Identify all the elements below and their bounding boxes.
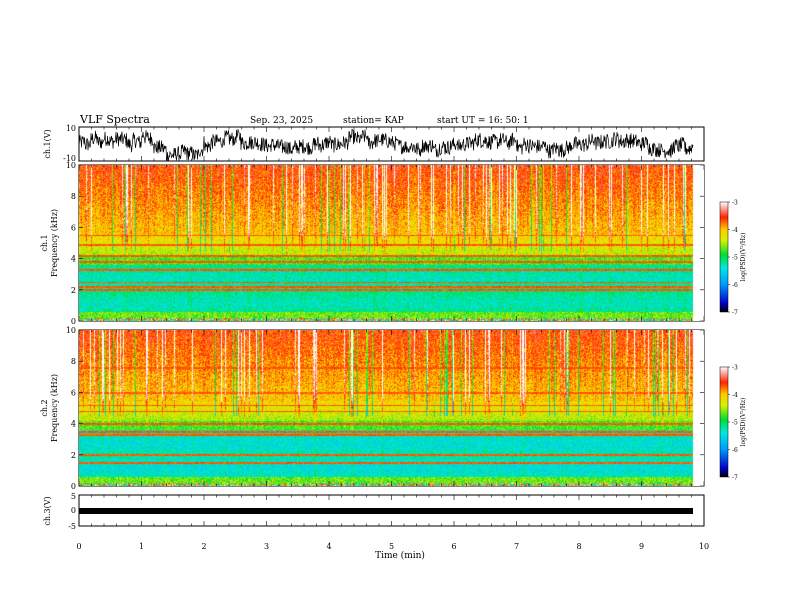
colorbar-tick-label: -5 xyxy=(732,420,738,427)
frequency-tick-label: 6 xyxy=(71,388,76,397)
x-tick-label: 10 xyxy=(699,542,709,551)
colorbar-tick-label: -3 xyxy=(732,365,738,372)
x-tick-label: 4 xyxy=(326,542,331,551)
ch2-colorbar xyxy=(719,366,729,478)
ch1-ytick-top: 10 xyxy=(66,124,76,133)
start-time-label: start UT = 16: 50: 1 xyxy=(437,116,529,126)
ch3-ytick-top: 5 xyxy=(71,492,76,501)
axis-tick-marks xyxy=(78,127,705,526)
frequency-tick-label: 10 xyxy=(66,326,76,335)
figure-title: VLF Spectra xyxy=(79,113,150,126)
ch1-colorbar xyxy=(719,201,729,313)
ch1-waveform-trace xyxy=(78,128,694,162)
ch2-spectrogram-image xyxy=(79,330,704,486)
x-tick-label: 2 xyxy=(201,542,206,551)
ch1-spectrogram-ylabel-channel: ch.1 xyxy=(40,234,49,251)
ch1-colorbar-label: log(PSD)(V²/Hz) xyxy=(740,233,747,282)
colorbar-tick-label: -3 xyxy=(732,200,738,207)
frequency-tick-label: 4 xyxy=(71,420,76,429)
ch3-ylabel: ch.3(V) xyxy=(43,496,52,525)
colorbar-tick-label: -4 xyxy=(732,392,738,399)
x-tick-label: 0 xyxy=(76,542,81,551)
ch2-spectrogram-yticks: 0 2 4 6 8 10 xyxy=(66,326,704,491)
colorbar-tick-label: -6 xyxy=(732,447,738,454)
date-label: Sep. 23, 2025 xyxy=(250,116,313,126)
ch1-spectrogram-image xyxy=(79,165,704,321)
frequency-tick-label: 2 xyxy=(71,451,76,460)
colorbar-tick-label: -4 xyxy=(732,227,738,234)
x-tick-label: 5 xyxy=(389,542,394,551)
ch1-ylabel: ch.1(V) xyxy=(43,129,52,158)
ch3-ytick-bottom: -5 xyxy=(68,522,76,531)
x-axis-label: Time (min) xyxy=(375,550,425,561)
station-label: station= KAP xyxy=(343,116,404,126)
frequency-tick-label: 8 xyxy=(71,357,76,366)
ch1-colorbar-ticks: -3 -4 -5 -6 -7 xyxy=(728,200,738,317)
frequency-tick-label: 10 xyxy=(66,161,76,170)
ch3-ytick-middle: 0 xyxy=(71,506,76,515)
ch1-ytick-bottom: -10 xyxy=(63,154,76,163)
x-tick-label: 7 xyxy=(514,542,519,551)
x-tick-label: 9 xyxy=(639,542,644,551)
frequency-tick-label: 4 xyxy=(71,255,76,264)
frequency-tick-label: 0 xyxy=(71,317,76,326)
colorbar-tick-label: -7 xyxy=(732,310,738,317)
ch1-spectrogram-ylabel-frequency: Frequency (kHz) xyxy=(50,209,59,277)
ch3-waveform-trace xyxy=(79,508,693,514)
ch2-spectrogram-ylabel-frequency: Frequency (kHz) xyxy=(50,374,59,442)
x-tick-label: 8 xyxy=(576,542,581,551)
ch1-spectrogram-yticks: 0 2 4 6 8 10 xyxy=(66,161,704,326)
ch2-colorbar-label: log(PSD)(V²/Hz) xyxy=(740,398,747,447)
x-tick-label: 1 xyxy=(139,542,144,551)
frequency-tick-label: 0 xyxy=(71,482,76,491)
ch2-colorbar-ticks: -3 -4 -5 -6 -7 xyxy=(728,365,738,482)
frequency-tick-label: 6 xyxy=(71,223,76,232)
colorbar-tick-label: -5 xyxy=(732,255,738,262)
ch2-spectrogram-ylabel-channel: ch.2 xyxy=(40,399,49,416)
frequency-tick-label: 2 xyxy=(71,286,76,295)
x-tick-label: 3 xyxy=(264,542,269,551)
x-tick-label: 6 xyxy=(451,542,456,551)
x-axis-tick-labels: 0 1 2 3 4 5 6 7 8 9 10 xyxy=(76,542,709,551)
colorbar-tick-label: -7 xyxy=(732,475,738,482)
colorbar-tick-label: -6 xyxy=(732,282,738,289)
frequency-tick-label: 8 xyxy=(71,192,76,201)
